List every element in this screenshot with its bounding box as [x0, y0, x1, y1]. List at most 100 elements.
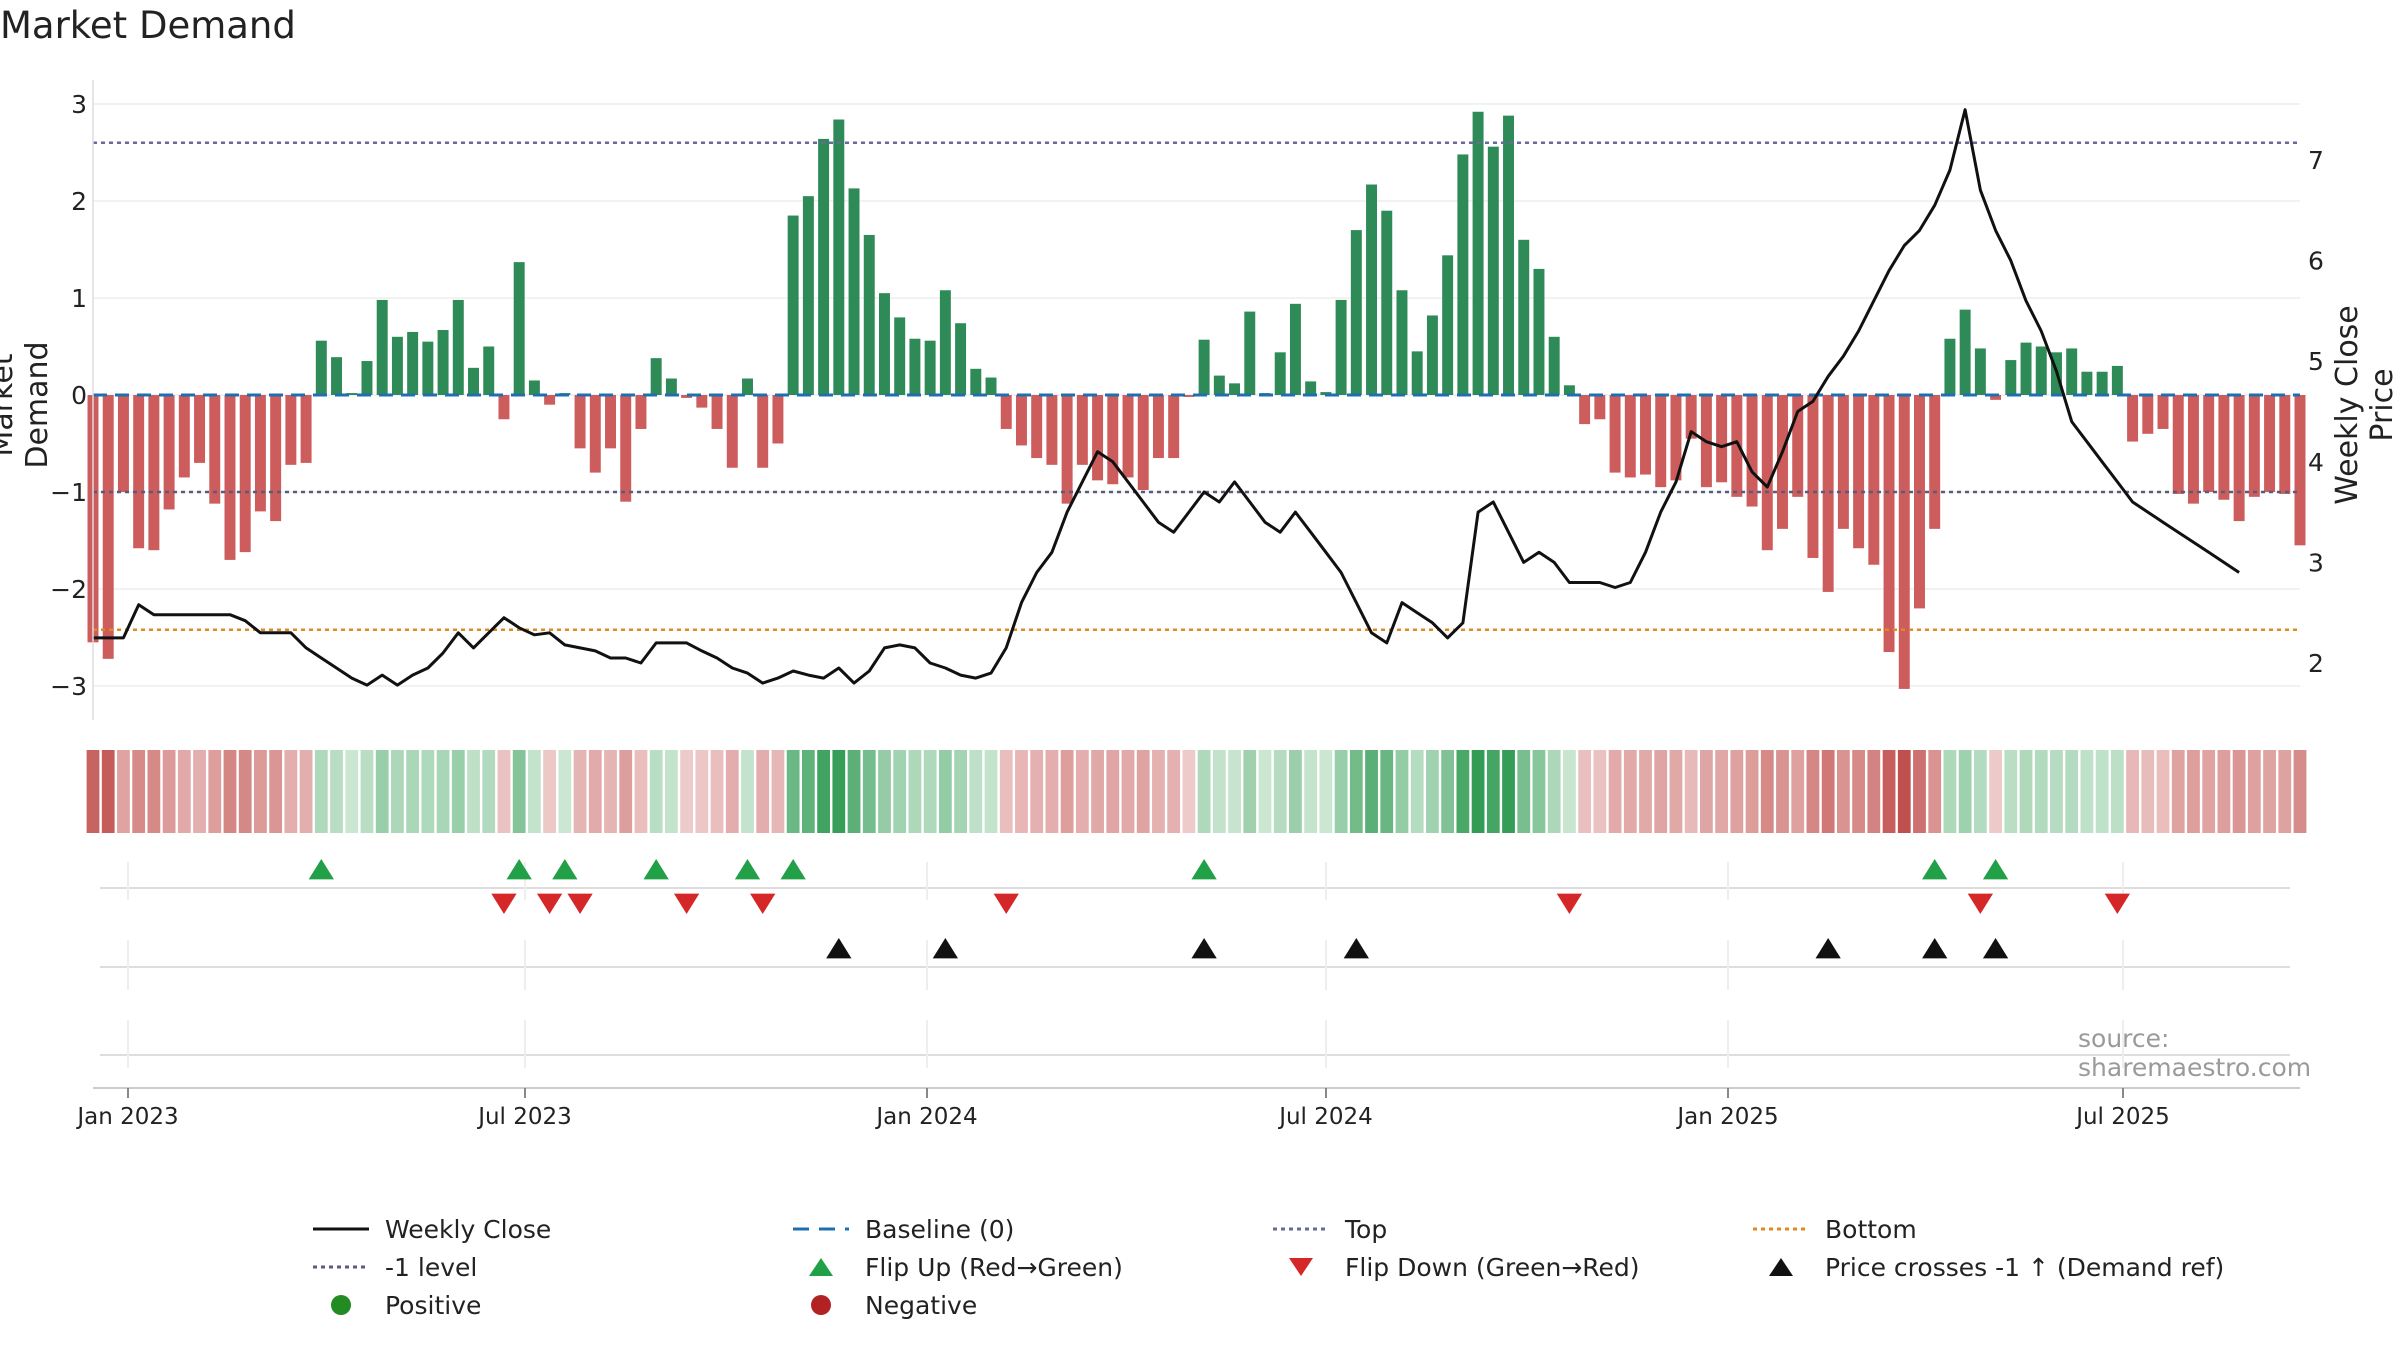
heat-cell	[1852, 750, 1865, 833]
heat-cell	[1897, 750, 1911, 833]
demand-bar	[955, 323, 967, 395]
demand-bar	[1107, 395, 1119, 485]
heat-cell	[284, 750, 298, 833]
demand-bar	[1609, 395, 1621, 473]
heat-cell	[1258, 750, 1272, 833]
heat-cell	[588, 750, 602, 833]
triangle-up-icon	[1745, 1248, 1817, 1286]
heat-cell	[1791, 750, 1805, 833]
heat-cell	[254, 750, 267, 833]
demand-bar	[1396, 290, 1408, 395]
demand-bar	[1183, 395, 1195, 397]
heat-cell	[2278, 750, 2292, 833]
heat-cell	[117, 750, 130, 833]
demand-bar	[1533, 268, 1545, 395]
heat-cell	[1958, 750, 1972, 833]
legend-item-positive: Positive	[305, 1286, 481, 1324]
heat-cell	[101, 750, 115, 833]
demand-bar	[1807, 395, 1819, 558]
heat-cell	[1760, 750, 1774, 833]
demand-bar	[635, 395, 647, 429]
demand-bar	[970, 368, 982, 395]
demand-bar	[2096, 371, 2108, 395]
demand-bar	[2005, 360, 2017, 395]
heat-cell	[2141, 750, 2155, 833]
heat-cell	[1502, 750, 1515, 833]
heat-cell	[1486, 750, 1500, 833]
heat-cell	[467, 750, 480, 833]
heat-cell	[2171, 750, 2185, 833]
flip-down-marker	[536, 893, 563, 914]
price-cross-marker	[1982, 938, 2009, 959]
demand-bar	[452, 299, 464, 395]
heat-cell	[634, 750, 648, 833]
demand-bar	[2157, 395, 2169, 429]
demand-bar	[437, 330, 449, 395]
legend-label: -1 level	[385, 1252, 478, 1282]
legend-symbol-dotted	[305, 1248, 377, 1286]
y-left-tick-label: −3	[50, 672, 87, 701]
heat-cell	[1015, 750, 1028, 833]
flip-down-marker	[993, 893, 1019, 914]
heat-cell	[208, 750, 222, 833]
heat-cell	[984, 750, 998, 833]
heat-cell	[132, 750, 146, 833]
demand-bar	[818, 138, 830, 396]
demand-bar	[696, 395, 708, 408]
heat-cell	[604, 750, 617, 833]
legend-label: Positive	[385, 1290, 482, 1320]
demand-bar	[1518, 239, 1530, 395]
heat-cell	[938, 750, 952, 833]
demand-bar	[468, 367, 479, 395]
heat-cell	[1836, 750, 1850, 833]
demand-bar	[1244, 311, 1256, 395]
demand-bar	[1746, 395, 1758, 507]
demand-bar	[863, 234, 875, 395]
heat-cell	[1517, 750, 1531, 833]
demand-bar	[1853, 395, 1865, 549]
triangle-up-icon	[785, 1248, 857, 1286]
demand-bar	[1335, 299, 1347, 395]
demand-bar	[178, 395, 190, 478]
demand-bar	[681, 395, 693, 398]
heat-cell	[1654, 750, 1668, 833]
demand-bar	[2127, 395, 2139, 442]
demand-bar	[1381, 210, 1393, 395]
heat-cell	[954, 750, 967, 833]
heat-cell	[2217, 750, 2231, 833]
demand-bar	[665, 378, 677, 395]
demand-bar	[1472, 111, 1484, 395]
heat-cell	[162, 750, 176, 833]
demand-bar	[909, 338, 921, 395]
x-tick-label: Jan 2025	[1675, 1104, 1778, 1130]
heat-cell	[558, 750, 572, 833]
demand-bar	[148, 395, 160, 551]
demand-bar	[1122, 395, 1134, 478]
demand-bar	[133, 395, 145, 549]
heat-cell	[1319, 750, 1333, 833]
demand-bar	[254, 395, 266, 512]
legend-symbol-line	[305, 1210, 377, 1248]
heat-cell	[2110, 750, 2124, 833]
demand-bar	[361, 361, 373, 395]
price-cross-marker	[1191, 938, 1217, 959]
heat-cell	[619, 750, 633, 833]
x-tick-label: Jan 2024	[874, 1104, 977, 1130]
heat-cell	[497, 750, 511, 833]
demand-bar	[1579, 395, 1591, 425]
y-left-tick-label: 3	[71, 90, 87, 119]
flip-down-marker	[2104, 893, 2131, 914]
x-tick-label: Jul 2023	[476, 1104, 572, 1130]
source-text: source: sharemaestro.com	[2078, 1024, 2312, 1082]
legend-item-top: Top	[1265, 1210, 1387, 1248]
demand-bar	[574, 395, 586, 449]
heat-cell	[543, 750, 557, 833]
legend-symbol-dotted	[1745, 1210, 1817, 1248]
flip-down-marker	[567, 893, 593, 914]
reference-lines	[93, 141, 2300, 631]
demand-bar	[1061, 395, 1073, 504]
heat-strip	[86, 750, 2307, 833]
demand-bar	[2187, 395, 2199, 504]
chart-title: Market Demand	[0, 4, 296, 47]
